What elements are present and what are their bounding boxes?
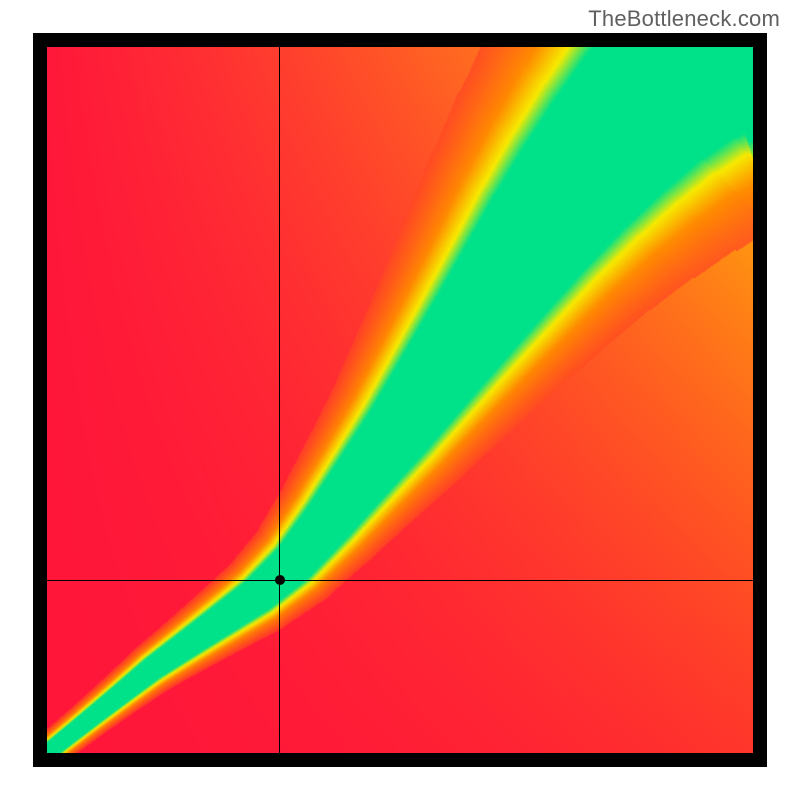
crosshair-horizontal xyxy=(47,580,753,581)
chart-frame xyxy=(33,33,767,767)
chart-container: TheBottleneck.com xyxy=(0,0,800,800)
watermark-text: TheBottleneck.com xyxy=(588,6,780,32)
heatmap-canvas xyxy=(47,47,753,753)
crosshair-vertical xyxy=(279,47,280,753)
marker-dot xyxy=(275,575,285,585)
